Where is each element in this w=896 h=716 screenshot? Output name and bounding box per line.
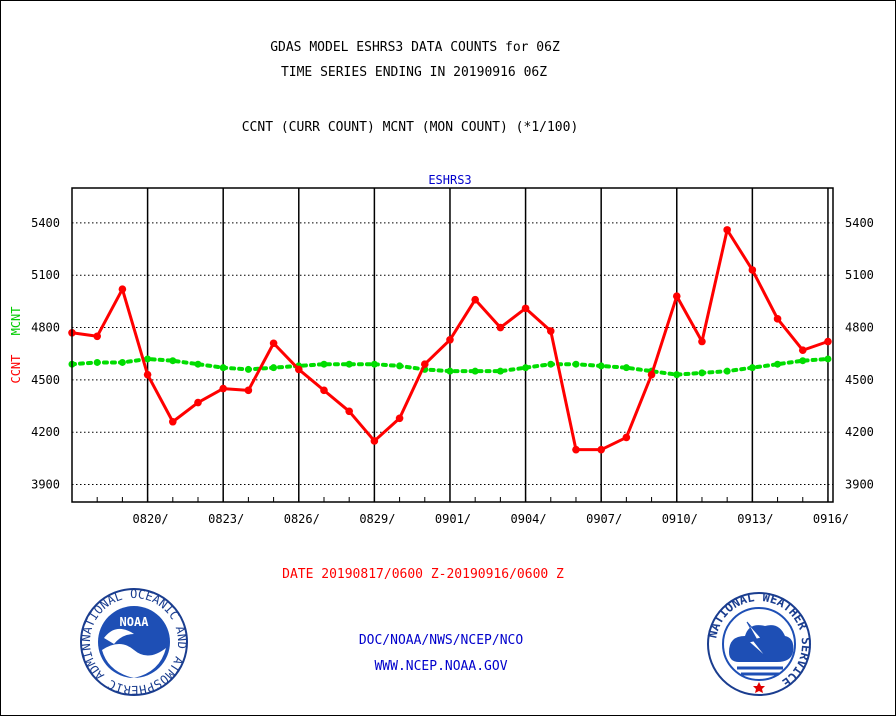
chart-title-line1: GDAS MODEL ESHRS3 DATA COUNTS for 06Z	[270, 40, 560, 55]
data-point-ccnt	[143, 370, 152, 379]
data-point-mcnt	[774, 360, 782, 368]
chart-title-line2: TIME SERIES ENDING IN 20190916 06Z	[280, 65, 548, 80]
data-point-ccnt	[370, 437, 379, 445]
y-tick-label-right: 4800	[845, 321, 874, 335]
data-point-mcnt	[824, 355, 832, 363]
y-tick-label-right: 5400	[845, 216, 874, 230]
y-tick-label-left: 4200	[31, 425, 60, 439]
y-tick-label-right: 4200	[845, 425, 874, 439]
data-point-ccnt	[647, 370, 656, 379]
data-point-mcnt	[799, 357, 807, 365]
data-point-ccnt	[496, 323, 505, 332]
nws-logo-icon: NATIONAL WEATHER SERVICE	[707, 592, 811, 696]
x-tick-label: 0820/	[133, 512, 169, 526]
data-point-mcnt	[723, 367, 731, 375]
data-point-ccnt	[219, 384, 227, 393]
series	[68, 226, 832, 454]
data-point-mcnt	[118, 358, 126, 366]
y-tick-label-left: 5400	[31, 216, 60, 230]
data-point-ccnt	[723, 226, 731, 234]
data-point-ccnt	[572, 445, 580, 454]
data-point-mcnt	[270, 364, 278, 372]
x-tick-label: 0823/	[208, 512, 244, 526]
data-point-mcnt	[496, 367, 504, 375]
data-point-ccnt	[320, 386, 328, 395]
data-point-mcnt	[597, 362, 605, 370]
data-point-ccnt	[269, 339, 278, 348]
y-axis-label-mcnt: MCNT	[9, 306, 23, 335]
y-axis-label-ccnt: CCNT	[9, 355, 23, 384]
y-tick-label-left: 3900	[31, 478, 60, 492]
y-tick-label-left: 5100	[31, 268, 60, 282]
data-point-mcnt	[93, 358, 101, 366]
plot-area-border	[71, 187, 834, 503]
data-point-mcnt	[446, 367, 454, 375]
data-point-ccnt	[420, 360, 429, 368]
data-point-mcnt	[698, 369, 706, 377]
data-point-mcnt	[396, 362, 404, 370]
data-point-ccnt	[118, 285, 127, 293]
data-point-ccnt	[672, 292, 681, 300]
noaa-logo-center-text: NOAA	[120, 615, 150, 629]
grid	[71, 188, 833, 502]
data-point-mcnt	[370, 360, 378, 368]
data-point-mcnt	[673, 371, 681, 379]
data-point-mcnt	[320, 360, 328, 368]
x-tick-label: 0913/	[737, 512, 773, 526]
data-point-mcnt	[522, 364, 530, 372]
organization-text: DOC/NOAA/NWS/NCEP/NCO	[358, 633, 524, 648]
noaa-logo-icon: NOAA NATIONAL OCEANIC AND ATMOSPHERIC AD…	[80, 588, 188, 696]
data-point-ccnt	[471, 295, 479, 304]
data-point-ccnt	[798, 346, 807, 355]
data-point-ccnt	[93, 332, 101, 341]
data-point-ccnt	[345, 407, 353, 416]
data-point-mcnt	[244, 365, 252, 373]
data-point-ccnt	[244, 386, 253, 395]
chart-title-line3: CCNT (CURR COUNT) MCNT (MON COUNT) (*1/1…	[241, 120, 579, 135]
data-point-ccnt	[194, 398, 202, 407]
data-point-ccnt	[446, 335, 454, 344]
x-tick-label: 0904/	[511, 512, 547, 526]
y-tick-label-left: 4800	[31, 321, 60, 335]
y-tick-label-right: 5100	[845, 268, 874, 282]
x-tick-label: 0910/	[662, 512, 698, 526]
data-point-ccnt	[698, 337, 706, 346]
x-tick-label: 0916/	[813, 512, 849, 526]
data-point-ccnt	[773, 315, 782, 323]
y-tick-label-right: 3900	[845, 478, 874, 492]
data-point-ccnt	[597, 445, 605, 454]
data-point-ccnt	[546, 327, 555, 335]
x-tick-label: 0907/	[586, 512, 622, 526]
axis-labels: 3900 3900 4200 4200 4500 4500 4800 4800 5100 5100…	[31, 216, 874, 526]
y-tick-label-right: 4500	[845, 373, 874, 387]
data-point-ccnt	[622, 433, 631, 442]
data-point-ccnt	[294, 365, 303, 374]
data-point-mcnt	[194, 360, 202, 368]
data-point-mcnt	[219, 364, 227, 372]
y-tick-label-left: 4500	[31, 373, 60, 387]
data-point-mcnt	[748, 364, 756, 372]
data-point-ccnt	[168, 417, 177, 426]
y-axis-label: CCNT MCNT	[9, 306, 23, 383]
data-point-mcnt	[144, 355, 152, 363]
data-point-mcnt	[622, 364, 630, 372]
data-point-mcnt	[169, 357, 177, 365]
data-point-mcnt	[345, 360, 353, 368]
data-point-mcnt	[471, 367, 479, 375]
data-point-ccnt	[521, 304, 530, 313]
data-point-mcnt	[572, 360, 580, 368]
date-range-label: DATE 20190817/0600 Z-20190916/0600 Z	[282, 567, 564, 582]
data-point-mcnt	[547, 360, 555, 368]
data-point-ccnt	[395, 414, 404, 423]
x-tick-label: 0829/	[359, 512, 395, 526]
data-point-ccnt	[748, 266, 757, 274]
panel-title: ESHRS3	[428, 173, 471, 187]
x-tick-label: 0826/	[284, 512, 320, 526]
website-text: WWW.NCEP.NOAA.GOV	[374, 659, 508, 674]
x-tick-label: 0901/	[435, 512, 471, 526]
data-point-ccnt	[824, 337, 832, 346]
